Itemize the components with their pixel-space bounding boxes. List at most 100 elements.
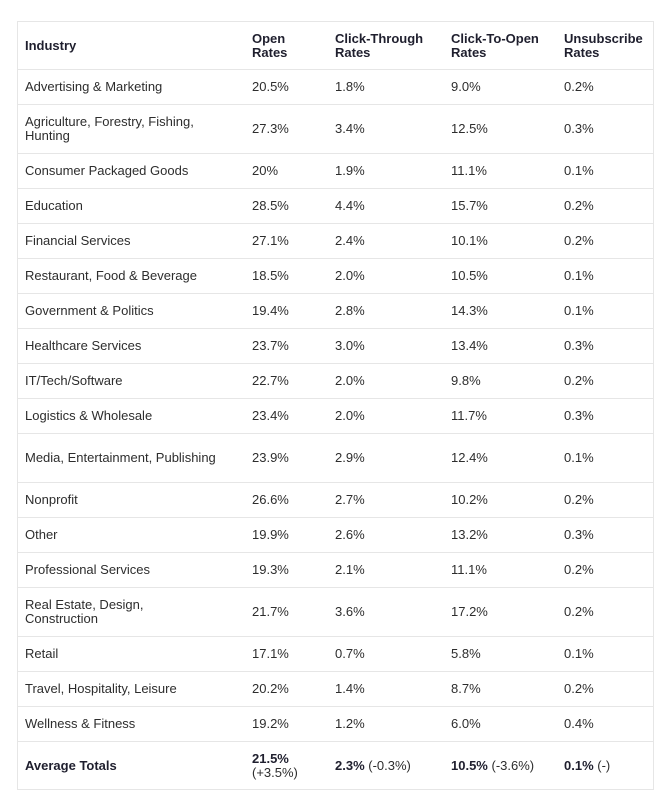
table-row: Other 19.9% 2.6% 13.2% 0.3% — [17, 517, 654, 553]
header-click-to-open-rates: Click-To-Open Rates — [445, 21, 558, 70]
ctr-cell: 2.1% — [329, 552, 445, 588]
ctr-cell: 2.6% — [329, 517, 445, 553]
ctr-cell: 3.0% — [329, 328, 445, 364]
table-row: Travel, Hospitality, Leisure 20.2% 1.4% 8.7… — [17, 671, 654, 707]
open-rate-cell: 23.7% — [246, 328, 329, 364]
table-row: Healthcare Services 23.7% 3.0% 13.4% 0.3% — [17, 328, 654, 364]
ctr-cell: 2.0% — [329, 398, 445, 434]
open-rate-cell: 20% — [246, 153, 329, 189]
industry-cell: IT/Tech/Software — [17, 363, 246, 399]
unsubscribe-cell: 0.2% — [558, 363, 654, 399]
email-benchmarks-table: Industry Open Rates Click-Through Rates … — [17, 21, 654, 790]
unsubscribe-cell: 0.1% — [558, 293, 654, 329]
cto-cell: 10.5% — [445, 258, 558, 294]
unsubscribe-cell: 0.2% — [558, 69, 654, 105]
total-open-rate-change: (+3.5%) — [252, 764, 298, 780]
header-industry: Industry — [17, 21, 246, 70]
table-header-row: Industry Open Rates Click-Through Rates … — [17, 21, 654, 70]
table-row: Wellness & Fitness 19.2% 1.2% 6.0% 0.4% — [17, 706, 654, 742]
unsubscribe-cell: 0.3% — [558, 517, 654, 553]
industry-cell: Education — [17, 188, 246, 224]
open-rate-cell: 28.5% — [246, 188, 329, 224]
cto-cell: 9.0% — [445, 69, 558, 105]
table-row: Nonprofit 26.6% 2.7% 10.2% 0.2% — [17, 482, 654, 518]
total-open-rate: 21.5% — [252, 750, 289, 766]
open-rate-cell: 18.5% — [246, 258, 329, 294]
industry-cell: Media, Entertainment, Publishing — [17, 433, 246, 483]
open-rate-cell: 23.4% — [246, 398, 329, 434]
industry-cell: Retail — [17, 636, 246, 672]
unsubscribe-cell: 0.1% — [558, 636, 654, 672]
ctr-cell: 2.4% — [329, 223, 445, 259]
open-rate-cell: 27.1% — [246, 223, 329, 259]
ctr-cell: 1.8% — [329, 69, 445, 105]
industry-cell: Logistics & Wholesale — [17, 398, 246, 434]
industry-cell: Government & Politics — [17, 293, 246, 329]
total-ctr: 2.3% — [335, 757, 365, 773]
industry-cell: Travel, Hospitality, Leisure — [17, 671, 246, 707]
open-rate-cell: 19.9% — [246, 517, 329, 553]
cto-cell: 14.3% — [445, 293, 558, 329]
cto-cell: 6.0% — [445, 706, 558, 742]
cto-cell: 11.7% — [445, 398, 558, 434]
unsubscribe-cell: 0.4% — [558, 706, 654, 742]
cto-cell: 13.4% — [445, 328, 558, 364]
table-row: Media, Entertainment, Publishing 23.9% 2.9… — [17, 433, 654, 483]
table-row: Advertising & Marketing 20.5% 1.8% 9.0% 0.2% — [17, 69, 654, 105]
table-row: Restaurant, Food & Beverage 18.5% 2.0% 10.5… — [17, 258, 654, 294]
open-rate-cell: 26.6% — [246, 482, 329, 518]
ctr-cell: 3.4% — [329, 104, 445, 154]
industry-cell: Wellness & Fitness — [17, 706, 246, 742]
unsubscribe-cell: 0.2% — [558, 188, 654, 224]
open-rate-cell: 19.3% — [246, 552, 329, 588]
ctr-cell: 2.0% — [329, 258, 445, 294]
ctr-cell: 1.4% — [329, 671, 445, 707]
open-rate-cell: 20.2% — [246, 671, 329, 707]
table-row: Real Estate, Design, Construction 21.7% 3.… — [17, 587, 654, 637]
header-unsubscribe-rates: Unsubscribe Rates — [558, 21, 654, 70]
industry-cell: Healthcare Services — [17, 328, 246, 364]
industry-cell: Nonprofit — [17, 482, 246, 518]
total-ctr-change: (-0.3%) — [368, 757, 411, 773]
cto-cell: 13.2% — [445, 517, 558, 553]
table-row: Government & Politics 19.4% 2.8% 14.3% 0.1% — [17, 293, 654, 329]
open-rate-cell: 23.9% — [246, 433, 329, 483]
cto-cell: 17.2% — [445, 587, 558, 637]
ctr-cell: 4.4% — [329, 188, 445, 224]
totals-label: Average Totals — [25, 757, 117, 773]
total-cto: 10.5% — [451, 757, 488, 773]
unsubscribe-cell: 0.2% — [558, 552, 654, 588]
unsubscribe-cell: 0.3% — [558, 398, 654, 434]
industry-cell: Real Estate, Design, Construction — [17, 587, 246, 637]
ctr-cell: 3.6% — [329, 587, 445, 637]
table-row: Agriculture, Forestry, Fishing, Hunting 2… — [17, 104, 654, 154]
cto-cell: 10.1% — [445, 223, 558, 259]
ctr-cell: 1.2% — [329, 706, 445, 742]
open-rate-cell: 17.1% — [246, 636, 329, 672]
header-open-rates: Open Rates — [246, 21, 329, 70]
cto-cell: 9.8% — [445, 363, 558, 399]
table-row: Education 28.5% 4.4% 15.7% 0.2% — [17, 188, 654, 224]
unsubscribe-cell: 0.2% — [558, 587, 654, 637]
unsubscribe-cell: 0.1% — [558, 433, 654, 483]
industry-cell: Other — [17, 517, 246, 553]
industry-cell: Agriculture, Forestry, Fishing, Hunting — [17, 104, 246, 154]
total-unsubscribe: 0.1% — [564, 757, 594, 773]
ctr-cell: 1.9% — [329, 153, 445, 189]
industry-cell: Consumer Packaged Goods — [17, 153, 246, 189]
unsubscribe-cell: 0.2% — [558, 671, 654, 707]
table-row: Logistics & Wholesale 23.4% 2.0% 11.7% 0.3% — [17, 398, 654, 434]
table-row: IT/Tech/Software 22.7% 2.0% 9.8% 0.2% — [17, 363, 654, 399]
cto-cell: 5.8% — [445, 636, 558, 672]
ctr-cell: 2.0% — [329, 363, 445, 399]
industry-cell: Professional Services — [17, 552, 246, 588]
ctr-cell: 2.9% — [329, 433, 445, 483]
industry-cell: Advertising & Marketing — [17, 69, 246, 105]
unsubscribe-cell: 0.3% — [558, 104, 654, 154]
open-rate-cell: 19.2% — [246, 706, 329, 742]
open-rate-cell: 19.4% — [246, 293, 329, 329]
cto-cell: 11.1% — [445, 153, 558, 189]
cto-cell: 12.4% — [445, 433, 558, 483]
total-unsubscribe-change: (-) — [597, 757, 611, 773]
unsubscribe-cell: 0.2% — [558, 223, 654, 259]
